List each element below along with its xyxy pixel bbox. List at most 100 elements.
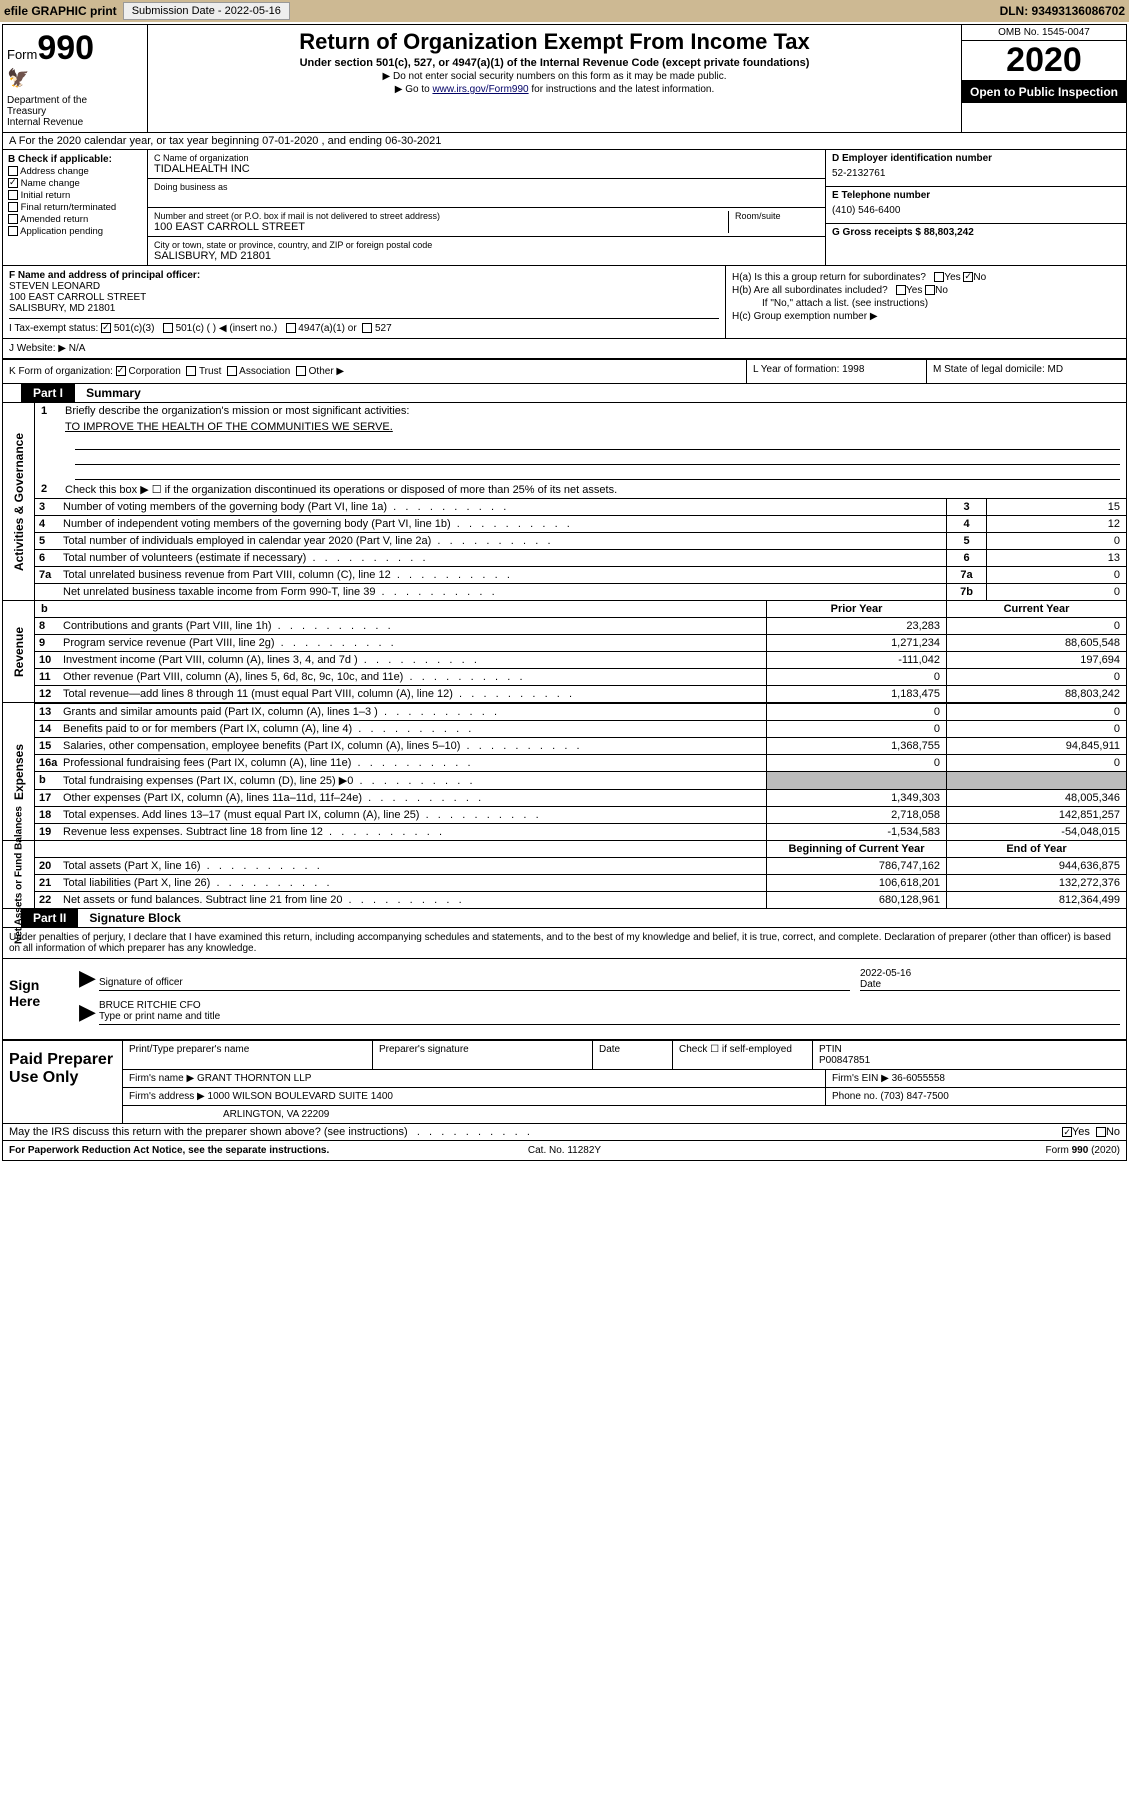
- net-assets-line: 22Net assets or fund balances. Subtract …: [35, 891, 1126, 908]
- header-right: OMB No. 1545-0047 2020 Open to Public In…: [961, 25, 1126, 132]
- omb-number: OMB No. 1545-0047: [962, 25, 1126, 41]
- revenue-line: 9Program service revenue (Part VIII, lin…: [35, 634, 1126, 651]
- summary-line: 7aTotal unrelated business revenue from …: [35, 566, 1126, 583]
- net-assets-line: 20Total assets (Part X, line 16)786,747,…: [35, 857, 1126, 874]
- checkbox-amended-return[interactable]: [8, 214, 18, 224]
- header-left: Form990 🦅 Department of theTreasuryInter…: [3, 25, 148, 132]
- form-word: Form: [7, 47, 37, 62]
- public-inspection-badge: Open to Public Inspection: [962, 81, 1126, 103]
- checkbox-501c[interactable]: [163, 323, 173, 333]
- expense-line: 17Other expenses (Part IX, column (A), l…: [35, 789, 1126, 806]
- irs-eagle-icon: 🦅: [7, 68, 143, 89]
- gross-receipts: G Gross receipts $ 88,803,242: [832, 227, 1120, 238]
- checkbox-4947[interactable]: [286, 323, 296, 333]
- goto-line: ▶ Go to www.irs.gov/Form990 for instruct…: [156, 84, 953, 95]
- org-name: TIDALHEALTH INC: [154, 163, 819, 175]
- checkbox-527[interactable]: [362, 323, 372, 333]
- summary-line: 6Total number of volunteers (estimate if…: [35, 549, 1126, 566]
- revenue-line: 11Other revenue (Part VIII, column (A), …: [35, 668, 1126, 685]
- expense-line: 13Grants and similar amounts paid (Part …: [35, 703, 1126, 720]
- efile-label: efile GRAPHIC print: [4, 4, 117, 18]
- checkbox-501c3[interactable]: [101, 323, 111, 333]
- efile-topbar: efile GRAPHIC print Submission Date - 20…: [0, 0, 1129, 22]
- org-street: 100 EAST CARROLL STREET: [154, 221, 722, 233]
- section-revenue: Revenue bPrior YearCurrent Year 8Contrib…: [3, 601, 1126, 703]
- dln-label: DLN: 93493136086702: [1000, 4, 1125, 18]
- expense-line: 15Salaries, other compensation, employee…: [35, 737, 1126, 754]
- form-990-container: Form990 🦅 Department of theTreasuryInter…: [2, 24, 1127, 1161]
- expense-line: bTotal fundraising expenses (Part IX, co…: [35, 771, 1126, 789]
- section-fh: F Name and address of principal officer:…: [3, 266, 1126, 339]
- section-net-assets: Net Assets or Fund Balances Beginning of…: [3, 841, 1126, 909]
- section-bcd: B Check if applicable: Address change Na…: [3, 150, 1126, 266]
- row-j-website: J Website: ▶ N/A: [3, 339, 1126, 358]
- part1-badge: Part I: [21, 384, 75, 402]
- perjury-declaration: Under penalties of perjury, I declare th…: [3, 928, 1126, 959]
- checkbox-trust[interactable]: [186, 366, 196, 376]
- checkbox-final-return[interactable]: [8, 202, 18, 212]
- revenue-line: 8Contributions and grants (Part VIII, li…: [35, 617, 1126, 634]
- ssn-warning: ▶ Do not enter social security numbers o…: [156, 71, 953, 82]
- expense-line: 18Total expenses. Add lines 13–17 (must …: [35, 806, 1126, 823]
- section-expenses: Expenses 13Grants and similar amounts pa…: [3, 703, 1126, 841]
- state-domicile: MD: [1048, 364, 1064, 375]
- col-c-org-info: C Name of organization TIDALHEALTH INC D…: [148, 150, 826, 265]
- checkbox-discuss-yes[interactable]: [1062, 1127, 1072, 1137]
- col-b-checkboxes: B Check if applicable: Address change Na…: [3, 150, 148, 265]
- checkbox-discuss-no[interactable]: [1096, 1127, 1106, 1137]
- part2-badge: Part II: [21, 909, 78, 927]
- name-arrow-icon: ▶: [79, 999, 99, 1025]
- checkbox-ha-no[interactable]: [963, 272, 973, 282]
- col-h-group: H(a) Is this a group return for subordin…: [726, 266, 1126, 338]
- summary-line: 4Number of independent voting members of…: [35, 515, 1126, 532]
- phone-value: (410) 546-6400: [832, 201, 1120, 220]
- form-header: Form990 🦅 Department of theTreasuryInter…: [3, 25, 1126, 133]
- firm-address: 1000 WILSON BOULEVARD SUITE 1400: [208, 1091, 393, 1102]
- officer-name: STEVEN LEONARD: [9, 281, 719, 292]
- part2-header-row: Part II Signature Block: [3, 909, 1126, 928]
- checkbox-hb-yes[interactable]: [896, 285, 906, 295]
- firm-phone: (703) 847-7500: [880, 1091, 948, 1102]
- header-mid: Return of Organization Exempt From Incom…: [148, 25, 961, 132]
- summary-line: 5Total number of individuals employed in…: [35, 532, 1126, 549]
- checkbox-ha-yes[interactable]: [934, 272, 944, 282]
- checkbox-address-change[interactable]: [8, 166, 18, 176]
- checkbox-hb-no[interactable]: [925, 285, 935, 295]
- summary-line: 3Number of voting members of the governi…: [35, 498, 1126, 515]
- checkbox-name-change[interactable]: [8, 178, 18, 188]
- part1-header-row: Part I Summary: [3, 384, 1126, 403]
- summary-line: Net unrelated business taxable income fr…: [35, 583, 1126, 600]
- row-klm: K Form of organization: Corporation Trus…: [3, 359, 1126, 384]
- paid-preparer-block: Paid Preparer Use Only Print/Type prepar…: [3, 1040, 1126, 1123]
- submission-date-chip: Submission Date - 2022-05-16: [123, 2, 290, 20]
- dept-label: Department of theTreasuryInternal Revenu…: [7, 95, 143, 128]
- irs-link[interactable]: www.irs.gov/Form990: [432, 84, 528, 95]
- ptin-value: P00847851: [819, 1055, 870, 1066]
- row-a-tax-year: A For the 2020 calendar year, or tax yea…: [3, 133, 1126, 150]
- checkbox-assoc[interactable]: [227, 366, 237, 376]
- net-assets-line: 21Total liabilities (Part X, line 26)106…: [35, 874, 1126, 891]
- revenue-line: 10Investment income (Part VIII, column (…: [35, 651, 1126, 668]
- form-title: Return of Organization Exempt From Incom…: [156, 29, 953, 55]
- sign-here-block: Sign Here ▶ Signature of officer 2022-05…: [3, 959, 1126, 1040]
- checkbox-corp[interactable]: [116, 366, 126, 376]
- firm-name: GRANT THORNTON LLP: [197, 1073, 311, 1084]
- checkbox-other[interactable]: [296, 366, 306, 376]
- tax-year: 2020: [962, 41, 1126, 81]
- form-number: 990: [37, 29, 94, 67]
- expense-line: 14Benefits paid to or for members (Part …: [35, 720, 1126, 737]
- form-subtitle: Under section 501(c), 527, or 4947(a)(1)…: [156, 57, 953, 69]
- firm-ein: 36-6055558: [892, 1073, 945, 1084]
- page-footer: For Paperwork Reduction Act Notice, see …: [3, 1140, 1126, 1160]
- sig-date-value: 2022-05-16: [860, 968, 911, 979]
- expense-line: 16aProfessional fundraising fees (Part I…: [35, 754, 1126, 771]
- checkbox-initial-return[interactable]: [8, 190, 18, 200]
- revenue-line: 12Total revenue—add lines 8 through 11 (…: [35, 685, 1126, 702]
- org-city: SALISBURY, MD 21801: [154, 250, 819, 262]
- officer-name-printed: BRUCE RITCHIE CFO: [99, 1000, 201, 1011]
- checkbox-app-pending[interactable]: [8, 226, 18, 236]
- col-d-ein-phone: D Employer identification number 52-2132…: [826, 150, 1126, 265]
- signature-arrow-icon: ▶: [79, 965, 99, 991]
- officer-signature-field[interactable]: Signature of officer: [99, 977, 850, 991]
- expense-line: 19Revenue less expenses. Subtract line 1…: [35, 823, 1126, 840]
